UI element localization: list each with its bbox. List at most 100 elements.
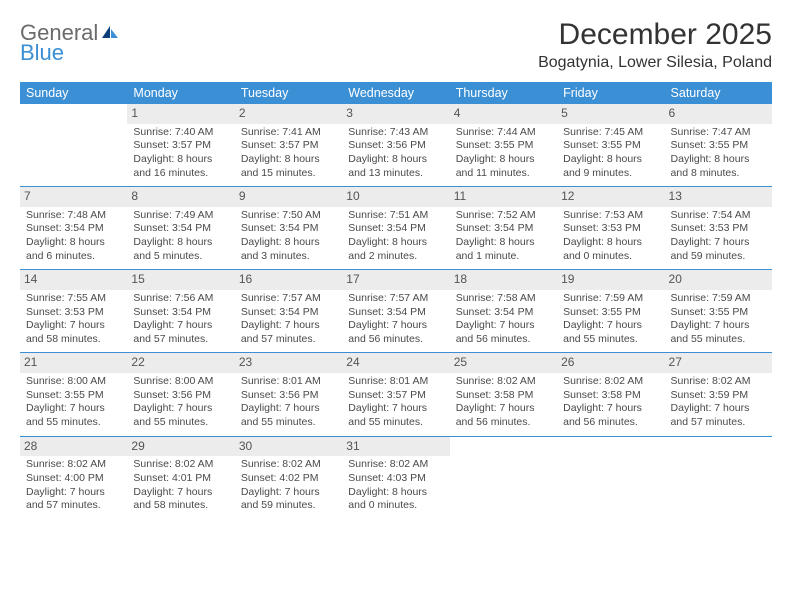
day-info-line: Sunrise: 7:52 AM (456, 209, 551, 223)
day-info-line: Daylight: 7 hours and 57 minutes. (133, 319, 228, 346)
day-info-line: Sunrise: 7:44 AM (456, 126, 551, 140)
day-info-line: Daylight: 8 hours and 11 minutes. (456, 153, 551, 180)
day-info-line: Sunset: 4:00 PM (26, 472, 121, 486)
day-info-line: Sunrise: 8:00 AM (133, 375, 228, 389)
day-info-line: Sunrise: 7:56 AM (133, 292, 228, 306)
calendar-day-cell (20, 104, 127, 187)
day-info-line: Daylight: 7 hours and 59 minutes. (671, 236, 766, 263)
weekday-header: Monday (127, 82, 234, 104)
calendar-day-cell: 1Sunrise: 7:40 AMSunset: 3:57 PMDaylight… (127, 104, 234, 187)
day-info-line: Sunset: 3:54 PM (456, 306, 551, 320)
day-info-line: Sunrise: 7:55 AM (26, 292, 121, 306)
day-info-line: Sunrise: 7:45 AM (563, 126, 658, 140)
day-info-line: Daylight: 7 hours and 57 minutes. (241, 319, 336, 346)
calendar-day-cell: 26 Sunrise: 8:02 AMSunset: 3:58 PMDayligh… (557, 353, 664, 436)
day-info-line: Sunset: 3:54 PM (456, 222, 551, 236)
day-info-line: Sunrise: 8:02 AM (563, 375, 658, 389)
day-info-line: Sunrise: 8:02 AM (26, 458, 121, 472)
day-info-line: Daylight: 8 hours and 15 minutes. (241, 153, 336, 180)
day-number: 11 (450, 187, 557, 207)
day-number: 29 (127, 437, 234, 457)
day-info-line: Sunset: 3:54 PM (348, 222, 443, 236)
day-info-line: Sunset: 3:58 PM (563, 389, 658, 403)
day-number: 1 (127, 104, 234, 124)
day-info-line: Daylight: 7 hours and 56 minutes. (456, 319, 551, 346)
day-info-line: Daylight: 7 hours and 55 minutes. (563, 319, 658, 346)
day-info-line: Sunrise: 7:50 AM (241, 209, 336, 223)
calendar-day-cell: 23Sunrise: 8:01 AMSunset: 3:56 PMDayligh… (235, 353, 342, 436)
day-info-line: Sunrise: 8:02 AM (133, 458, 228, 472)
day-info-line: Daylight: 7 hours and 58 minutes. (26, 319, 121, 346)
weekday-header: Saturday (665, 82, 772, 104)
weekday-header: Wednesday (342, 82, 449, 104)
day-info-line: Daylight: 8 hours and 16 minutes. (133, 153, 228, 180)
day-number: 24 (342, 353, 449, 373)
day-number: 27 (665, 353, 772, 373)
day-info-line: Sunrise: 7:51 AM (348, 209, 443, 223)
day-info-line: Sunrise: 7:40 AM (133, 126, 228, 140)
day-info-line: Daylight: 8 hours and 1 minute. (456, 236, 551, 263)
day-info-line: Sunset: 3:55 PM (671, 306, 766, 320)
day-number: 13 (665, 187, 772, 207)
calendar-day-cell: 4Sunrise: 7:44 AMSunset: 3:55 PMDaylight… (450, 104, 557, 187)
day-info-line: Daylight: 8 hours and 2 minutes. (348, 236, 443, 263)
day-info-line: Daylight: 8 hours and 13 minutes. (348, 153, 443, 180)
day-number: 26 (557, 353, 664, 373)
day-number: 6 (665, 104, 772, 124)
day-info-line: Sunset: 3:55 PM (26, 389, 121, 403)
calendar-day-cell: 14Sunrise: 7:55 AMSunset: 3:53 PMDayligh… (20, 270, 127, 353)
day-info-line: Daylight: 8 hours and 0 minutes. (348, 486, 443, 513)
calendar-week: 1Sunrise: 7:40 AMSunset: 3:57 PMDaylight… (20, 104, 772, 187)
day-info-line: Daylight: 7 hours and 56 minutes. (456, 402, 551, 429)
weekday-header: Friday (557, 82, 664, 104)
day-info-line: Sunset: 3:59 PM (671, 389, 766, 403)
day-number: 21 (20, 353, 127, 373)
day-info-line: Sunset: 3:54 PM (348, 306, 443, 320)
day-info-line: Sunset: 3:57 PM (348, 389, 443, 403)
day-info-line: Daylight: 8 hours and 5 minutes. (133, 236, 228, 263)
logo: General Blue (20, 22, 120, 64)
day-number: 3 (342, 104, 449, 124)
day-info-line: Sunrise: 7:47 AM (671, 126, 766, 140)
page: General Blue December 2025 Bogatynia, Lo… (0, 0, 792, 529)
day-number: 12 (557, 187, 664, 207)
day-info-line: Sunset: 3:56 PM (133, 389, 228, 403)
calendar-day-cell: 17Sunrise: 7:57 AMSunset: 3:54 PMDayligh… (342, 270, 449, 353)
day-info-line: Sunset: 3:56 PM (241, 389, 336, 403)
calendar-day-cell: 12Sunrise: 7:53 AMSunset: 3:53 PMDayligh… (557, 187, 664, 270)
day-info-line: Sunrise: 7:49 AM (133, 209, 228, 223)
day-number: 28 (20, 437, 127, 457)
day-info-line: Sunrise: 7:59 AM (671, 292, 766, 306)
calendar-day-cell: 19Sunrise: 7:59 AMSunset: 3:55 PMDayligh… (557, 270, 664, 353)
calendar-day-cell: 7Sunrise: 7:48 AMSunset: 3:54 PMDaylight… (20, 187, 127, 270)
weekday-row: SundayMondayTuesdayWednesdayThursdayFrid… (20, 82, 772, 104)
day-info-line: Daylight: 8 hours and 6 minutes. (26, 236, 121, 263)
calendar-day-cell: 3Sunrise: 7:43 AMSunset: 3:56 PMDaylight… (342, 104, 449, 187)
day-number: 10 (342, 187, 449, 207)
day-number: 5 (557, 104, 664, 124)
day-info-line: Sunset: 3:53 PM (671, 222, 766, 236)
day-info-line: Sunset: 3:55 PM (456, 139, 551, 153)
calendar-day-cell: 27Sunrise: 8:02 AMSunset: 3:59 PMDayligh… (665, 353, 772, 436)
day-number: 23 (235, 353, 342, 373)
day-info-line: Sunset: 3:53 PM (563, 222, 658, 236)
day-info-line: Sunrise: 8:00 AM (26, 375, 121, 389)
title-block: December 2025 Bogatynia, Lower Silesia, … (538, 18, 772, 72)
calendar-day-cell: 5Sunrise: 7:45 AMSunset: 3:55 PMDaylight… (557, 104, 664, 187)
day-info-line: Sunset: 3:54 PM (241, 222, 336, 236)
day-info-line: Daylight: 7 hours and 57 minutes. (26, 486, 121, 513)
calendar-day-cell: 11 Sunrise: 7:52 AMSunset: 3:54 PMDayligh… (450, 187, 557, 270)
calendar-day-cell: 21Sunrise: 8:00 AMSunset: 3:55 PMDayligh… (20, 353, 127, 436)
calendar-day-cell: 31Sunrise: 8:02 AMSunset: 4:03 PMDayligh… (342, 436, 449, 519)
calendar-day-cell: 10 Sunrise: 7:51 AMSunset: 3:54 PMDayligh… (342, 187, 449, 270)
day-info-line: Sunrise: 8:02 AM (348, 458, 443, 472)
day-info-line: Sunset: 3:54 PM (133, 222, 228, 236)
day-info-line: Daylight: 7 hours and 59 minutes. (241, 486, 336, 513)
day-info-line: Daylight: 7 hours and 56 minutes. (563, 402, 658, 429)
day-info-line: Daylight: 7 hours and 57 minutes. (671, 402, 766, 429)
day-number: 30 (235, 437, 342, 457)
day-info-line: Daylight: 7 hours and 55 minutes. (133, 402, 228, 429)
weekday-header: Tuesday (235, 82, 342, 104)
day-info-line: Daylight: 8 hours and 9 minutes. (563, 153, 658, 180)
calendar-day-cell: 25Sunrise: 8:02 AMSunset: 3:58 PMDayligh… (450, 353, 557, 436)
